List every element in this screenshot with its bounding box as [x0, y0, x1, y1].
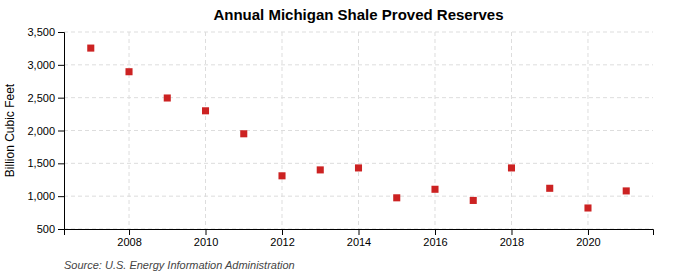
y-axis-line: [58, 33, 65, 230]
point: [508, 164, 515, 171]
x-tick-mark: [588, 229, 589, 235]
grid-line-y: [64, 97, 653, 98]
point: [240, 130, 247, 137]
point: [470, 197, 477, 204]
y-tick-mark: [58, 163, 64, 164]
x-tick-label: 2016: [423, 236, 447, 248]
x-tick: 2016: [423, 229, 447, 248]
grid-line-y: [64, 196, 653, 197]
x-tick: 2010: [194, 229, 218, 248]
y-tick-label: 2,000: [27, 125, 55, 137]
point: [431, 186, 438, 193]
point: [317, 166, 324, 173]
y-tick: 3,500: [27, 26, 64, 38]
x-tick-label: 2018: [500, 236, 524, 248]
x-axis: 2008 2010 2012 2014 2016 2018 2020: [65, 229, 654, 248]
x-tick-mark: [511, 229, 512, 235]
point: [584, 204, 591, 211]
y-tick-mark: [58, 131, 64, 132]
y-tick: 1,500: [27, 157, 64, 169]
x-tick-label: 2014: [347, 236, 371, 248]
x-axis-line: [65, 230, 654, 236]
y-tick: 2,500: [27, 92, 64, 104]
x-tick-label: 2012: [270, 236, 294, 248]
y-tick: 1,000: [27, 190, 64, 202]
x-tick-mark: [282, 229, 283, 235]
x-tick: 2020: [576, 229, 600, 248]
title: Annual Michigan Shale Proved Reserves: [213, 6, 503, 23]
y-tick-label: 1,500: [27, 157, 55, 169]
y-tick-mark: [58, 65, 64, 66]
y-tick-mark: [58, 32, 64, 33]
grid-line-x: [511, 32, 512, 229]
y-tick-mark: [58, 229, 64, 230]
x-tick: 2012: [270, 229, 294, 248]
point: [164, 94, 171, 101]
x-tick-label: 2010: [194, 236, 218, 248]
point: [87, 45, 94, 52]
x-tick: 2008: [117, 229, 141, 248]
x-tick-label: 2020: [576, 236, 600, 248]
y-tick-label: 1,000: [27, 190, 55, 202]
y-axis-title: Billion Cubic Feet: [3, 83, 17, 177]
y-tick: 500: [37, 223, 64, 235]
x-tick: 2018: [500, 229, 524, 248]
x-tick-label: 2008: [117, 236, 141, 248]
y-tick-label: 3,000: [27, 59, 55, 71]
points: [87, 45, 630, 212]
point: [393, 194, 400, 201]
point: [278, 172, 285, 179]
y-tick-mark: [58, 196, 64, 197]
x-tick-mark: [435, 229, 436, 235]
point: [623, 187, 630, 194]
x-tick-mark: [359, 229, 360, 235]
grid: [64, 32, 653, 229]
grid-line-y: [64, 163, 653, 164]
point: [546, 185, 553, 192]
y-axis: 500 1,000 1,500 2,000 2,500 3,000 3,500: [27, 26, 64, 235]
grid-line-y: [64, 130, 653, 131]
plot: 2008 2010 2012 2014 2016 2018 2020 500 1,000 1,50…: [27, 26, 653, 248]
x-tick: 2014: [347, 229, 371, 248]
point: [355, 164, 362, 171]
y-tick-label: 3,500: [27, 26, 55, 38]
y-tick: 3,000: [27, 59, 64, 71]
chart: 2008 2010 2012 2014 2016 2018 2020 500 1,000 1,50…: [0, 0, 675, 275]
source-note: Source: U.S. Energy Information Administ…: [64, 259, 295, 271]
x-tick-mark: [129, 229, 130, 235]
grid-line-y: [64, 64, 653, 65]
point: [202, 107, 209, 114]
y-tick: 2,000: [27, 125, 64, 137]
y-tick-label: 500: [37, 223, 55, 235]
point: [125, 68, 132, 75]
grid-line-x: [587, 32, 588, 229]
x-tick-mark: [206, 229, 207, 235]
y-tick-label: 2,500: [27, 92, 55, 104]
grid-line-y: [64, 32, 653, 33]
y-tick-mark: [58, 98, 64, 99]
